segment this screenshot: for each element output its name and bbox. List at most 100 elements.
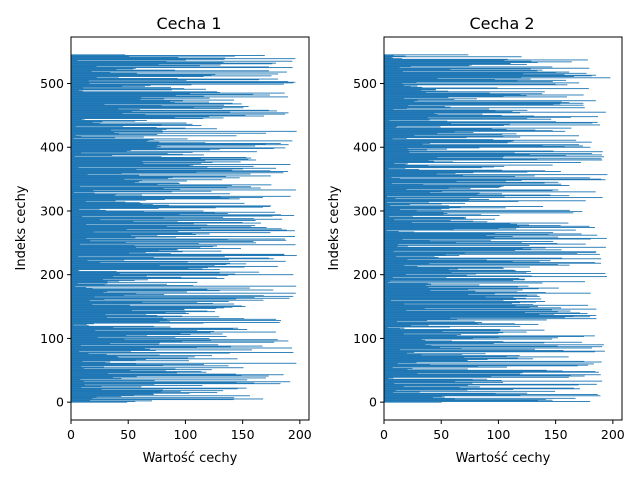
bar bbox=[71, 361, 111, 363]
y-tick-label: 300 bbox=[353, 203, 377, 218]
bar bbox=[71, 101, 209, 103]
bar bbox=[384, 352, 407, 354]
bar bbox=[384, 263, 430, 265]
bar bbox=[384, 224, 530, 226]
bar bbox=[384, 158, 538, 160]
bar bbox=[384, 369, 547, 371]
bar bbox=[384, 246, 606, 248]
bar bbox=[71, 71, 287, 73]
bar bbox=[384, 378, 488, 380]
bar bbox=[384, 190, 443, 192]
bar bbox=[384, 230, 387, 232]
bar bbox=[71, 156, 247, 158]
bar bbox=[71, 180, 187, 182]
bar bbox=[71, 339, 212, 341]
bar bbox=[384, 328, 400, 330]
bar bbox=[384, 188, 407, 190]
bar bbox=[384, 258, 602, 260]
bar bbox=[384, 57, 393, 59]
bar bbox=[71, 327, 114, 329]
bar bbox=[384, 264, 570, 266]
bar bbox=[384, 167, 482, 169]
bar bbox=[384, 329, 545, 331]
bar bbox=[71, 233, 210, 235]
y-tick-label: 200 bbox=[353, 267, 377, 282]
bar bbox=[71, 75, 272, 77]
bar bbox=[71, 384, 85, 386]
bar bbox=[71, 292, 104, 293]
bar bbox=[71, 144, 158, 146]
bar bbox=[384, 259, 487, 261]
bar bbox=[384, 67, 400, 69]
bar bbox=[384, 61, 572, 63]
bar bbox=[71, 330, 198, 332]
bar bbox=[384, 79, 495, 81]
bar bbox=[384, 65, 411, 67]
bar bbox=[71, 318, 245, 320]
bar bbox=[71, 304, 93, 306]
bar bbox=[71, 328, 234, 330]
bar bbox=[384, 130, 566, 132]
bar bbox=[71, 60, 293, 62]
bar bbox=[384, 215, 413, 217]
bar bbox=[384, 394, 521, 396]
bar bbox=[71, 156, 162, 158]
bar bbox=[384, 171, 528, 173]
bar bbox=[71, 305, 242, 307]
bar bbox=[71, 294, 124, 296]
bar bbox=[384, 211, 583, 213]
bar bbox=[384, 206, 461, 208]
x-tick-label: 150 bbox=[544, 427, 568, 442]
bar bbox=[71, 106, 249, 107]
bar bbox=[384, 266, 530, 268]
bar bbox=[384, 62, 511, 64]
bar bbox=[384, 365, 578, 367]
bar bbox=[71, 249, 179, 251]
bar bbox=[384, 236, 559, 238]
bar bbox=[71, 107, 223, 109]
bar bbox=[71, 354, 160, 356]
bar bbox=[71, 145, 256, 147]
bar bbox=[384, 278, 526, 280]
bar bbox=[71, 77, 97, 79]
bar bbox=[71, 179, 223, 181]
bar bbox=[384, 225, 561, 227]
bar bbox=[384, 201, 429, 203]
bar bbox=[71, 356, 195, 358]
bar bbox=[71, 276, 182, 278]
bar bbox=[384, 335, 595, 337]
bar bbox=[384, 100, 415, 102]
bar bbox=[384, 241, 522, 243]
bar bbox=[384, 244, 530, 246]
bar bbox=[384, 192, 480, 194]
bar bbox=[384, 193, 478, 195]
bar bbox=[71, 326, 171, 328]
bar bbox=[71, 172, 284, 174]
bar bbox=[71, 293, 137, 295]
bar bbox=[384, 389, 468, 391]
bar bbox=[71, 299, 105, 301]
bar bbox=[384, 386, 480, 388]
bar bbox=[71, 283, 78, 285]
x-tick-label: 150 bbox=[231, 427, 255, 442]
bar bbox=[384, 390, 396, 392]
bar bbox=[384, 156, 438, 158]
y-axis-label: Indeks cechy bbox=[14, 185, 29, 270]
bar bbox=[384, 83, 556, 85]
bar bbox=[384, 179, 606, 181]
bar bbox=[71, 334, 127, 336]
bar bbox=[71, 90, 83, 92]
x-tick-label: 200 bbox=[601, 427, 625, 442]
bar bbox=[384, 371, 599, 373]
bar bbox=[71, 107, 244, 109]
bar bbox=[384, 73, 524, 75]
bar bbox=[384, 225, 590, 227]
bar bbox=[71, 158, 249, 160]
bar bbox=[71, 190, 94, 192]
bar bbox=[384, 388, 514, 390]
bar bbox=[384, 331, 527, 333]
bar bbox=[384, 350, 564, 351]
bar bbox=[384, 197, 396, 199]
bar bbox=[71, 58, 296, 60]
bar bbox=[71, 141, 160, 143]
